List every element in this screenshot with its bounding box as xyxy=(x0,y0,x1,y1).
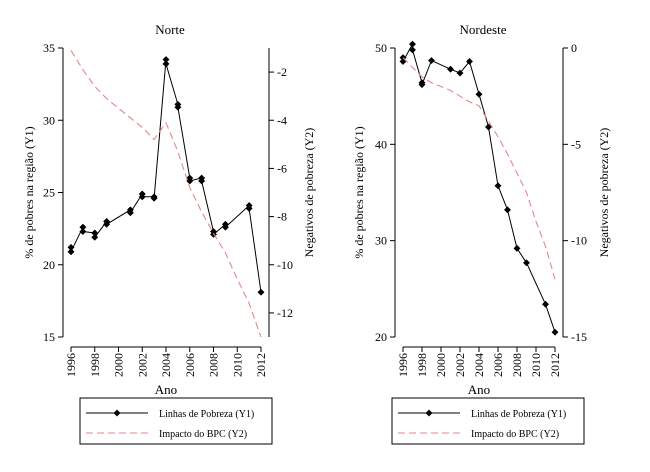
y2-axis xyxy=(268,48,274,337)
y1-tick-label: 25 xyxy=(43,186,55,200)
legend-label-linhas-pobreza: Linhas de Pobreza (Y1) xyxy=(159,409,254,420)
x-tick-label: 2012 xyxy=(254,353,268,377)
y2-axis-label: Negativos de pobreza (Y2) xyxy=(597,128,611,258)
series-linhas-pobreza-point xyxy=(138,193,146,201)
series-linhas-pobreza-line xyxy=(70,59,262,293)
y2-tick-label: -6 xyxy=(277,161,287,175)
series-linhas-pobreza-point xyxy=(522,259,531,267)
series-linhas-pobreza-point xyxy=(174,103,182,111)
y1-tick-label: 40 xyxy=(375,137,387,151)
series-linhas-pobreza-point xyxy=(418,81,426,89)
series-linhas-pobreza-point xyxy=(475,90,483,98)
legend-marker-linhas-pobreza xyxy=(425,409,433,417)
chart-title: Nordeste xyxy=(460,22,507,37)
y1-tick-label: 35 xyxy=(43,41,55,55)
legend: Linhas de Pobreza (Y1) Impacto do BPC (Y2… xyxy=(391,397,585,445)
x-tick-label: 2006 xyxy=(183,353,197,377)
x-tick-label: 2000 xyxy=(434,353,448,377)
series-linhas-pobreza-point xyxy=(126,209,134,217)
y2-tick-label: -10 xyxy=(277,258,293,272)
y1-tick-label: 15 xyxy=(43,330,55,344)
series-linhas-pobreza-point xyxy=(162,60,170,68)
series-linhas-pobreza-point xyxy=(79,227,87,236)
y2-tick-label: -2 xyxy=(277,65,287,79)
y2-tick-label: -5 xyxy=(571,137,581,151)
y1-tick-label: 20 xyxy=(375,330,387,344)
series-linhas-pobreza-point xyxy=(456,69,464,77)
x-axis-label: Ano xyxy=(155,382,177,397)
x-tick-label: 2010 xyxy=(230,353,244,377)
y2-axis-label: Negativos de pobreza (Y2) xyxy=(302,128,316,258)
chart-title: Norte xyxy=(155,22,185,37)
y2-tick-label: -15 xyxy=(571,330,587,344)
series-linhas-pobreza-point xyxy=(484,123,493,131)
x-tick-label: 1998 xyxy=(415,353,429,377)
series-linhas-pobreza-point xyxy=(427,56,436,65)
x-tick-label: 2004 xyxy=(472,353,486,377)
y1-axis-label: % de pobres na região (Y1) xyxy=(352,126,366,258)
series-linhas-pobreza-point xyxy=(465,57,474,66)
series-linhas-pobreza-point xyxy=(67,248,75,256)
series-linhas-pobreza-point xyxy=(257,288,265,296)
x-tick-label: 2008 xyxy=(510,353,524,377)
series-linhas-pobreza-point xyxy=(446,65,455,73)
series-linhas-pobreza-point xyxy=(541,300,550,308)
chart-panel-2: Nordeste 20 30 40 50 -15 -10 -5 0 1996 1998 2000 200… xyxy=(352,22,611,445)
series-linhas-pobreza-point xyxy=(198,177,206,185)
series-linhas-pobreza-point xyxy=(408,46,417,54)
series-linhas-pobreza-point xyxy=(245,204,253,212)
y1-tick-label: 50 xyxy=(375,41,387,55)
series-linhas-pobreza-point xyxy=(513,244,521,252)
x-tick-label: 2012 xyxy=(548,353,562,377)
x-axis-label: Ano xyxy=(468,382,490,397)
y1-axis xyxy=(58,47,64,338)
series-impacto-bpc-line xyxy=(70,50,262,338)
series-linhas-pobreza-point xyxy=(551,328,559,336)
y2-tick-label: -12 xyxy=(277,306,293,320)
legend-label-impacto-bpc: Impacto do BPC (Y2) xyxy=(159,429,247,440)
series-linhas-pobreza-point xyxy=(503,206,512,214)
x-tick-label: 2000 xyxy=(112,353,126,377)
x-tick-label: 1996 xyxy=(64,353,78,377)
legend-box xyxy=(79,397,273,445)
x-axis xyxy=(70,346,262,352)
series-linhas-pobreza-point xyxy=(91,233,99,241)
series-linhas-pobreza-point xyxy=(494,182,502,190)
series-impacto-bpc-line xyxy=(402,57,556,280)
legend-box xyxy=(391,397,585,445)
series-linhas-pobreza-point xyxy=(150,194,158,202)
y2-tick-label: -4 xyxy=(277,113,287,127)
x-tick-label: 2010 xyxy=(529,353,543,377)
legend-label-linhas-pobreza: Linhas de Pobreza (Y1) xyxy=(471,409,566,420)
y1-axis xyxy=(390,47,396,338)
legend-marker-linhas-pobreza xyxy=(113,409,121,417)
y1-axis-label: % de pobres na região (Y1) xyxy=(22,126,36,258)
x-axis xyxy=(402,346,556,352)
y2-axis xyxy=(562,47,568,338)
x-tick-label: 2002 xyxy=(453,353,467,377)
x-tick-label: 2006 xyxy=(491,353,505,377)
series-linhas-pobreza-point xyxy=(103,220,111,228)
chart-panel-1: Norte 15 20 25 30 35 -12 -10 -8 -6 -4 -2 1996 1998 200… xyxy=(22,22,316,445)
y1-tick-label: 30 xyxy=(43,113,55,127)
y1-tick-label: 20 xyxy=(43,258,55,272)
y2-tick-label: 0 xyxy=(571,41,577,55)
y2-tick-label: -10 xyxy=(571,234,587,248)
series-linhas-pobreza-point xyxy=(221,223,229,231)
x-tick-label: 1998 xyxy=(88,353,102,377)
legend: Linhas de Pobreza (Y1) Impacto do BPC (Y2… xyxy=(79,397,273,445)
series-linhas-pobreza-line xyxy=(402,43,556,333)
x-tick-label: 1996 xyxy=(396,353,410,377)
x-tick-label: 2004 xyxy=(159,353,173,377)
legend-label-impacto-bpc: Impacto do BPC (Y2) xyxy=(471,429,559,440)
y1-tick-label: 30 xyxy=(375,234,387,248)
y2-tick-label: -8 xyxy=(277,210,287,224)
x-tick-label: 2008 xyxy=(207,353,221,377)
x-tick-label: 2002 xyxy=(135,353,149,377)
